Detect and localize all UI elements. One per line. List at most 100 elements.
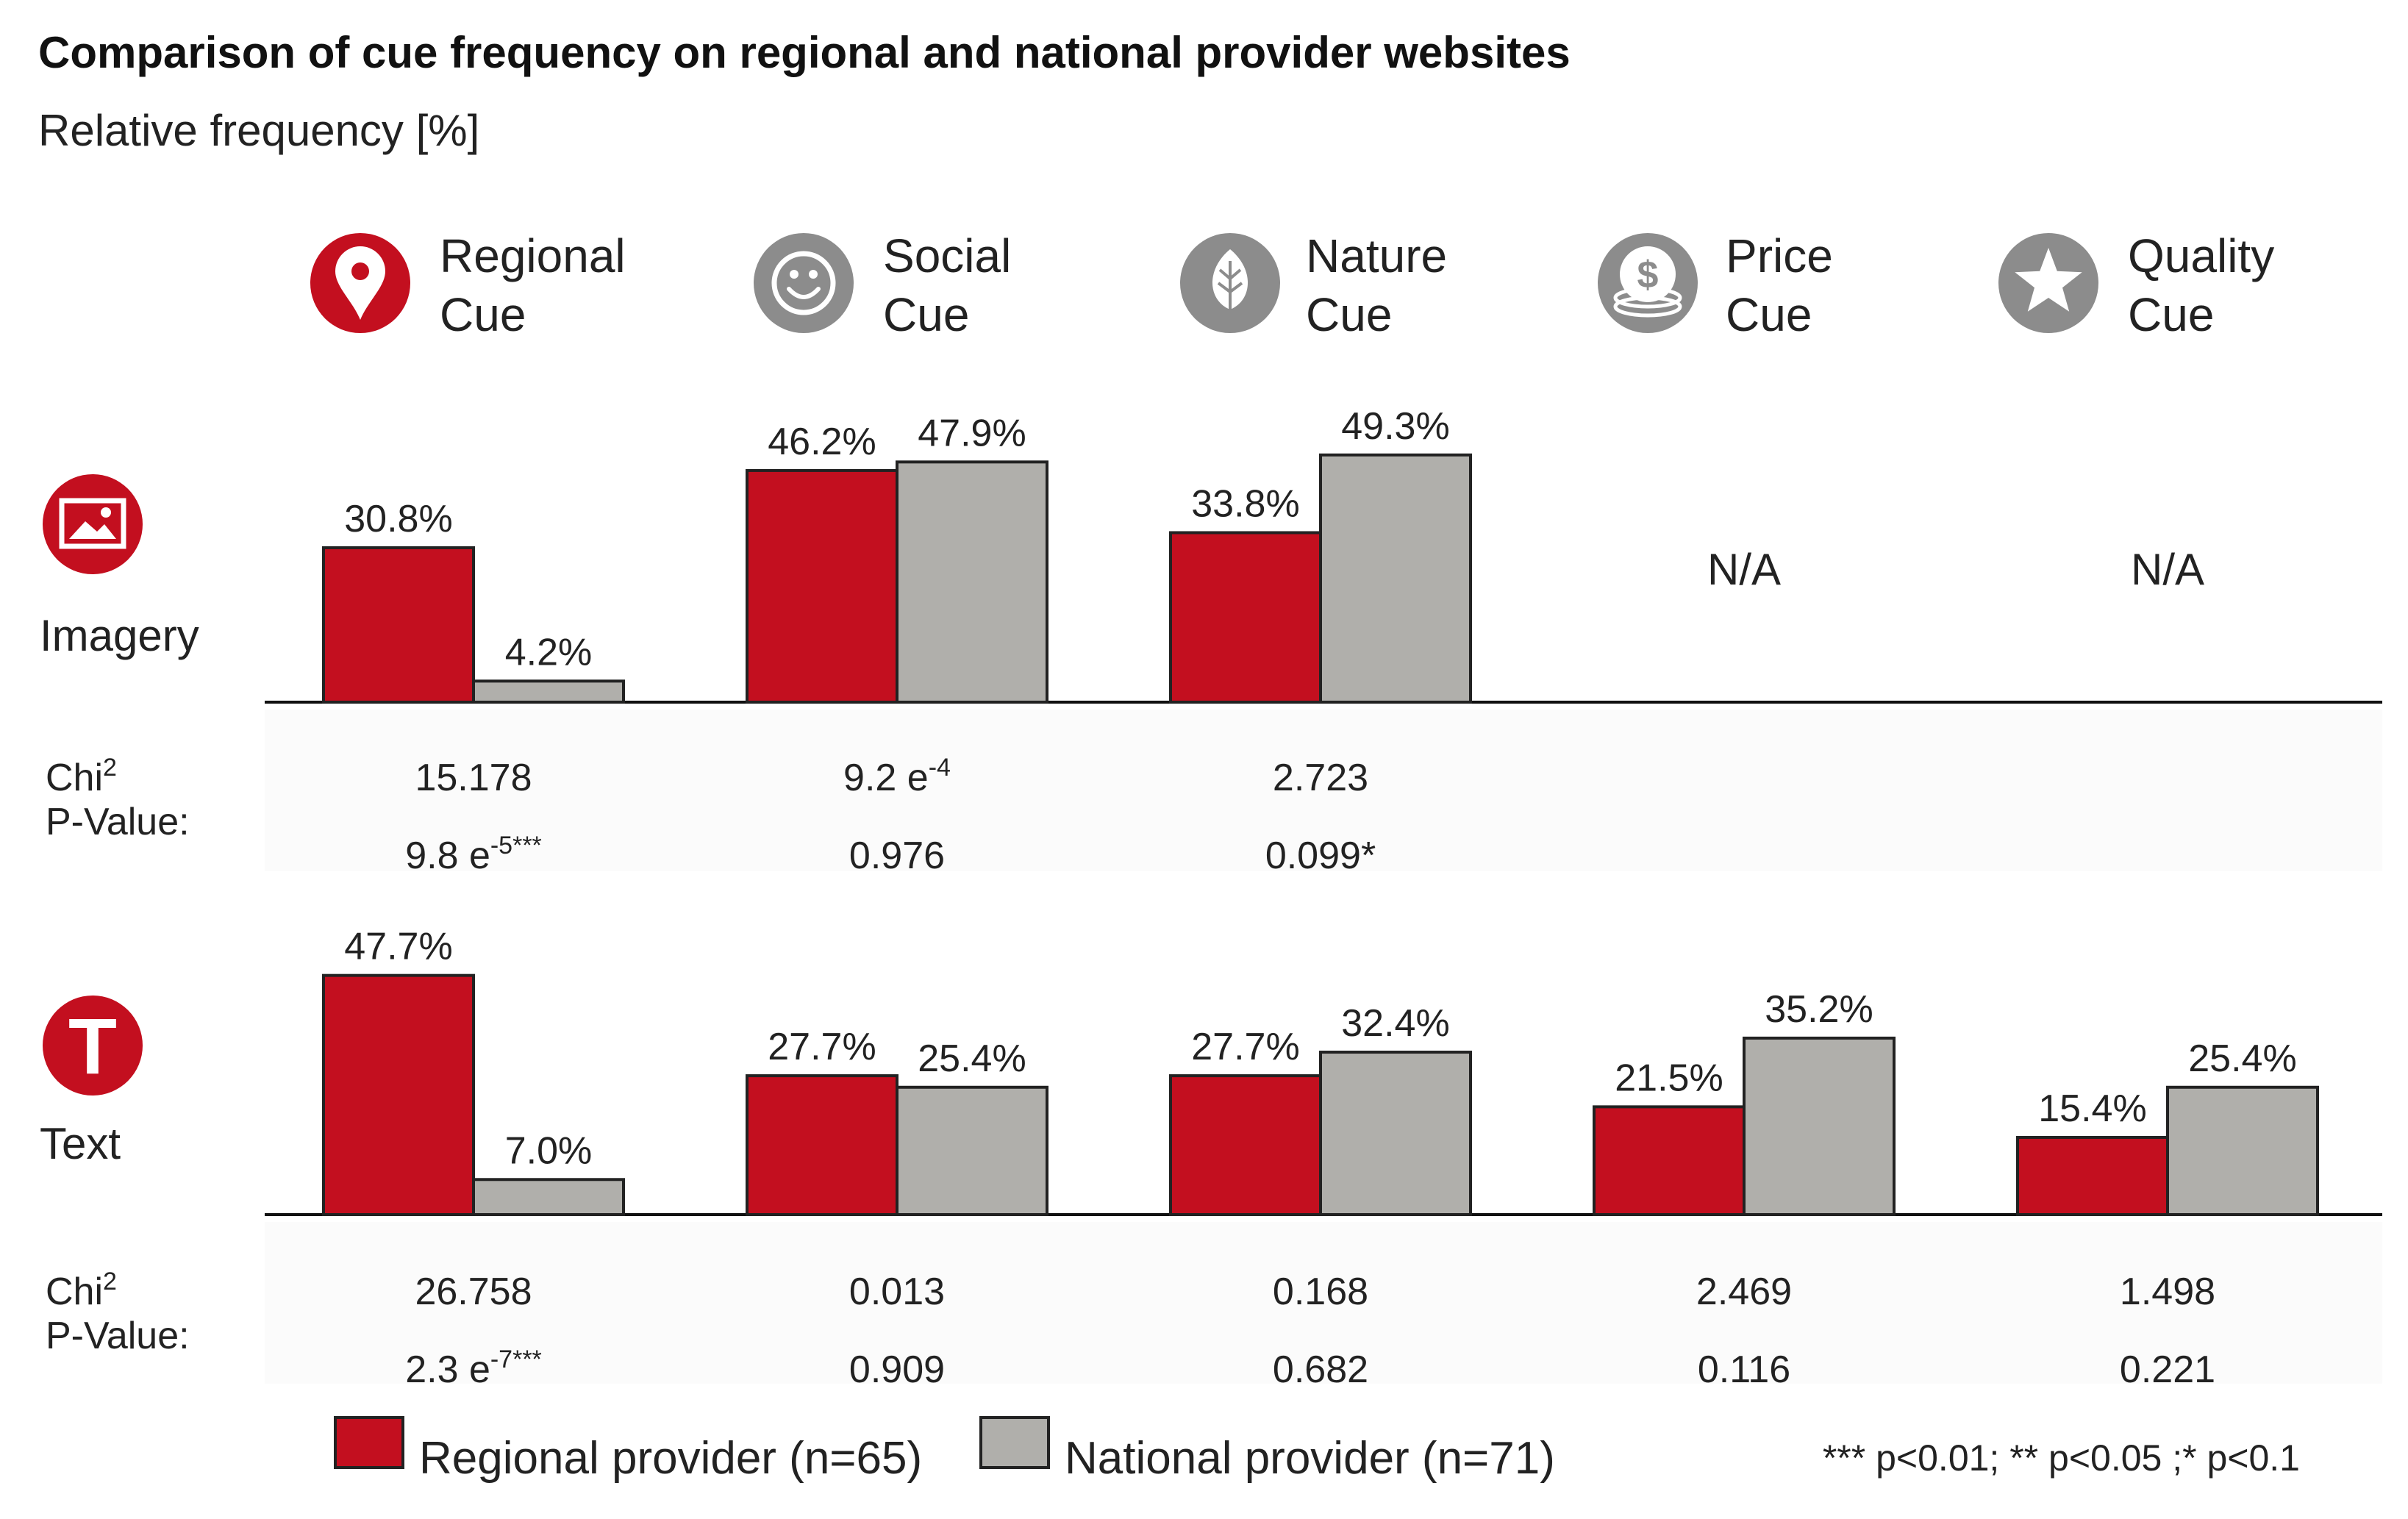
category-label-line2: Cue — [883, 288, 969, 341]
p-value: 0.099* — [1265, 834, 1376, 877]
data-label: 27.7% — [768, 1026, 876, 1068]
data-label: 49.3% — [1341, 405, 1449, 448]
row-label: Imagery — [40, 611, 199, 660]
bar-regional — [746, 468, 898, 704]
category-label-line1: Regional — [440, 229, 626, 282]
bar-group-quality: N/A — [2131, 545, 2204, 594]
data-label: 47.7% — [344, 926, 452, 968]
row-label: Text — [40, 1119, 121, 1168]
bar-national — [896, 1085, 1048, 1216]
chart-subtitle: Relative frequency [%] — [38, 106, 479, 155]
bar-group-nature: 33.8% 49.3% 2.723 0.099* — [1169, 405, 1472, 877]
bar-regional — [322, 546, 475, 704]
smiley-circle — [754, 233, 854, 333]
category-label-line2: Cue — [1306, 288, 1392, 341]
chi2-label: Chi2 — [46, 754, 117, 799]
pin-hole — [351, 262, 369, 280]
image-sun — [101, 507, 111, 518]
p-value-label: P-Value: — [46, 801, 190, 843]
chi2-value: 2.469 — [1696, 1270, 1792, 1313]
image-icon — [43, 474, 143, 574]
category-header-price: $ Price Cue — [1598, 229, 1833, 341]
bar-group-quality: 15.4% 25.4% 1.498 0.221 — [2016, 1037, 2319, 1391]
bar-national — [1743, 1036, 1896, 1217]
category-header-social: Social Cue — [754, 229, 1011, 341]
data-label: 47.9% — [918, 412, 1026, 454]
category-label-line1: Nature — [1306, 229, 1447, 282]
leaf-veins — [1217, 261, 1243, 320]
data-label: 25.4% — [2188, 1037, 2296, 1080]
bar-regional — [322, 973, 475, 1217]
bar-group-regional: 30.8% 4.2% 15.178 9.8 e-5*** — [322, 498, 625, 877]
image-mountain — [69, 521, 116, 539]
bar-national — [472, 1178, 625, 1217]
category-label-line2: Cue — [440, 288, 526, 341]
bar-national — [1319, 1051, 1472, 1216]
category-label-line1: Price — [1726, 229, 1833, 282]
data-label: 33.8% — [1191, 482, 1299, 525]
map-pin-icon — [310, 233, 410, 333]
category-header-quality: Quality Cue — [1998, 229, 2274, 341]
coins-icon: $ — [1598, 233, 1698, 333]
bar-group-nature: 27.7% 32.4% 0.168 0.682 — [1169, 1002, 1472, 1391]
chi2-value: 0.013 — [849, 1270, 945, 1313]
p-value: 0.909 — [849, 1348, 945, 1391]
star-icon — [1998, 233, 2098, 333]
smiley-face — [771, 251, 836, 315]
data-label: 35.2% — [1765, 988, 1873, 1031]
bar-group-social: 46.2% 47.9% 9.2 e-4 0.976 — [746, 412, 1048, 877]
p-value: 2.3 e-7*** — [405, 1345, 542, 1391]
chi2-value: 2.723 — [1273, 757, 1368, 799]
legend-swatch-regional — [334, 1416, 404, 1469]
star-shape — [2015, 248, 2082, 312]
bar-group-price: N/A — [1707, 545, 1781, 594]
bar-national — [1319, 453, 1472, 704]
data-label: 21.5% — [1615, 1057, 1723, 1099]
bar-national — [896, 460, 1048, 704]
legend-label-regional: Regional provider (n=65) — [419, 1433, 922, 1484]
p-value: 0.116 — [1698, 1348, 1790, 1391]
chi2-label: Chi2 — [46, 1268, 117, 1313]
data-label: 7.0% — [505, 1129, 593, 1172]
na-label: N/A — [2131, 545, 2204, 594]
bar-national — [2166, 1085, 2319, 1216]
legend-swatch-national — [979, 1416, 1050, 1469]
legend: Regional provider (n=65) National provide… — [334, 1416, 2300, 1484]
p-value: 0.682 — [1273, 1348, 1368, 1391]
chi2-value: 1.498 — [2120, 1270, 2215, 1313]
leaf-icon — [1180, 233, 1280, 333]
bar-group-social: 27.7% 25.4% 0.013 0.909 — [746, 1026, 1048, 1391]
chi2-value: 0.168 — [1273, 1270, 1368, 1313]
chart-title: Comparison of cue frequency on regional … — [38, 28, 1571, 77]
bar-regional — [746, 1074, 898, 1217]
bar-national — [472, 679, 625, 704]
category-label-line1: Social — [883, 229, 1011, 282]
chi2-value: 15.178 — [415, 757, 532, 799]
row-icon-circle — [43, 996, 143, 1096]
pin-shape — [335, 246, 385, 320]
na-label: N/A — [1707, 545, 1781, 594]
p-value-label: P-Value: — [46, 1315, 190, 1357]
smiley-eye — [790, 270, 799, 279]
row-icon-circle — [43, 474, 143, 574]
image-frame — [59, 498, 126, 549]
legend-label-national: National provider (n=71) — [1065, 1433, 1555, 1484]
smiley-icon — [754, 233, 854, 333]
data-label: 4.2% — [505, 631, 593, 673]
chi2-value: 9.2 e-4 — [843, 754, 951, 799]
coin-face — [1620, 246, 1676, 302]
stats-band — [265, 1222, 2382, 1384]
category-label-line1: Quality — [2128, 229, 2274, 282]
p-value: 0.976 — [849, 834, 945, 877]
p-value: 0.221 — [2120, 1348, 2215, 1391]
data-label: 27.7% — [1191, 1026, 1299, 1068]
chi2-value: 26.758 — [415, 1270, 532, 1313]
bar-regional — [1169, 531, 1322, 704]
t-glyph: T — [68, 1001, 117, 1090]
bar-group-price: 21.5% 35.2% 2.469 0.116 — [1593, 988, 1896, 1391]
text-t-icon: T — [43, 996, 143, 1096]
data-label: 25.4% — [918, 1037, 1026, 1080]
